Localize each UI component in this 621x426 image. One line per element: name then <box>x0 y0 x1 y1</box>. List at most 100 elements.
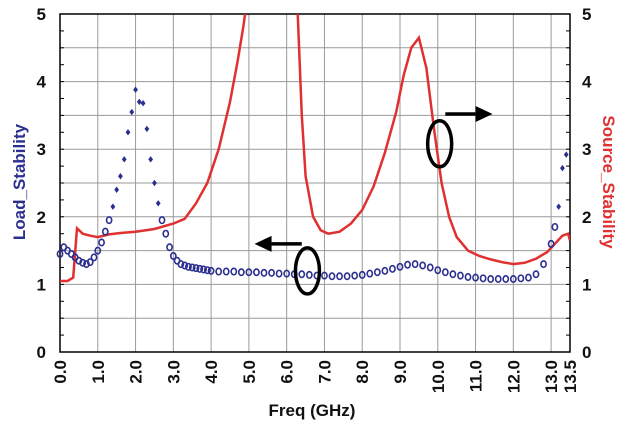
load-stability-point <box>158 216 166 225</box>
load-stability-point <box>101 227 109 236</box>
load-stability-point <box>133 86 138 93</box>
load-stability-point <box>155 200 161 207</box>
load-stability-point <box>144 125 150 133</box>
load-stability-point <box>540 260 547 269</box>
load-stability-point <box>411 260 419 269</box>
left-y-tick-label: 0 <box>37 343 46 362</box>
right-y-tick-label: 4 <box>582 73 592 92</box>
load-stability-point <box>105 216 113 225</box>
load-stability-point <box>502 274 510 283</box>
left-y-tick-label: 1 <box>37 275 46 294</box>
load-stability-point <box>343 272 351 281</box>
load-stability-point <box>152 179 157 187</box>
load-stability-point <box>487 274 495 283</box>
right-y-tick-label: 2 <box>582 208 591 227</box>
x-tick-label: 8.0 <box>353 360 372 384</box>
load-stability-point <box>90 253 98 262</box>
load-stability-point <box>200 265 207 274</box>
load-stability-point <box>129 108 135 116</box>
right-y-tick-label: 1 <box>582 275 591 294</box>
load-stability-point <box>283 269 291 278</box>
load-stability-point <box>125 129 131 136</box>
load-stability-point <box>525 273 532 282</box>
plot-frame <box>59 13 571 353</box>
load-stability-point <box>358 270 366 279</box>
load-stability-point <box>98 238 105 247</box>
load-stability-point <box>162 229 170 238</box>
load-stability-point <box>166 243 173 252</box>
load-stability-point <box>215 267 223 276</box>
load-stability-point <box>56 249 64 258</box>
right-y-tick-label: 3 <box>582 140 591 159</box>
load-stability-point <box>457 271 464 280</box>
load-stability-point <box>328 272 336 281</box>
load-stability-point <box>79 258 87 267</box>
source-annotation-ellipse <box>425 119 454 169</box>
x-tick-label: 12.0 <box>504 360 523 393</box>
load-stability-point <box>177 260 185 269</box>
load-stability-point <box>381 266 389 275</box>
load-stability-point <box>532 270 540 279</box>
tick-labels: 0.0 1.0 2.0 3.0 4.0 5.0 6.0 7.0 8.0 9.0 10.0 11.0 12… <box>37 5 592 393</box>
load-stability-point <box>556 203 562 210</box>
load-stability-point <box>185 262 192 271</box>
load-stability-point <box>230 267 238 276</box>
axis-annotations <box>254 106 493 296</box>
load-stability-point <box>181 261 189 270</box>
load-stability-point <box>203 266 211 275</box>
x-tick-label: 11.0 <box>467 360 486 392</box>
x-tick-label: 6.0 <box>278 360 297 384</box>
load-stability-point <box>560 164 565 172</box>
load-stability-point <box>366 269 374 278</box>
load-stability-point <box>404 260 411 269</box>
right-y-tick-label: 5 <box>582 5 591 24</box>
load-stability-point <box>298 270 306 279</box>
load-stability-point <box>419 261 427 270</box>
load-stability-point <box>118 173 123 180</box>
x-axis-title: Freq (GHz) <box>269 401 356 420</box>
load-stability-point <box>237 268 245 277</box>
grid-lines <box>60 14 570 352</box>
load-stability-point <box>192 264 200 273</box>
x-tick-label: 9.0 <box>391 360 410 384</box>
load-stability-point <box>140 100 146 107</box>
load-stability-point <box>351 271 359 280</box>
x-tick-label: 10.0 <box>429 360 448 393</box>
load-stability-point <box>245 268 253 277</box>
load-stability-point <box>517 274 525 283</box>
source-arrow-head <box>475 106 493 123</box>
load-stability-point <box>136 98 142 106</box>
load-stability-point <box>207 266 215 275</box>
load-stability-point <box>169 252 177 261</box>
load-stability-point <box>114 186 120 193</box>
load-stability-point <box>336 272 343 281</box>
load-stability-point <box>551 222 559 231</box>
load-stability-point <box>86 258 94 267</box>
source-stability-line <box>60 14 570 283</box>
x-tick-label: 7.0 <box>315 360 334 384</box>
load-stability-point <box>494 274 502 283</box>
load-stability-point <box>121 156 127 163</box>
load-stability-point <box>464 272 472 281</box>
left-y-tick-label: 2 <box>37 208 46 227</box>
load-annotation-ellipse <box>293 246 322 296</box>
left-y-tick-label: 4 <box>37 73 47 92</box>
load-stability-point <box>563 151 569 158</box>
load-stability-point <box>268 268 275 277</box>
load-stability-point <box>222 267 230 276</box>
load-stability-point <box>547 239 555 248</box>
x-tick-label: 0.0 <box>51 360 70 384</box>
x-tick-label: 3.0 <box>164 360 183 384</box>
x-tick-label: 13.5 <box>561 360 580 393</box>
load-stability-point <box>94 246 102 255</box>
load-arrow-head <box>254 235 272 252</box>
load-stability-point <box>305 270 313 279</box>
right-axis-title: Source_Stability <box>599 115 618 249</box>
load-stability-point <box>479 274 487 283</box>
x-tick-label: 2.0 <box>127 360 146 384</box>
left-axis-title: Load_Stability <box>10 123 29 240</box>
load-stability-point <box>196 264 204 273</box>
load-stability-point <box>321 271 328 280</box>
load-stability-point <box>396 262 404 271</box>
